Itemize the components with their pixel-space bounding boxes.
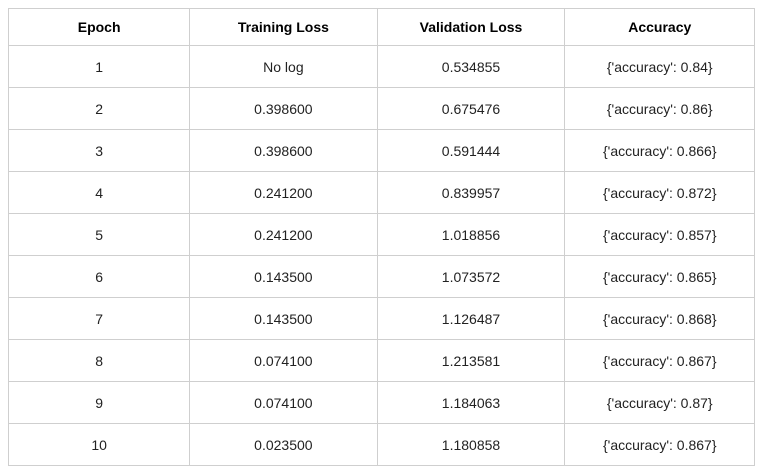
epoch-cell: 2 (7, 87, 191, 130)
accuracy-cell: {'accuracy': 0.868} (564, 297, 755, 340)
column-header-validation-loss: Validation Loss (376, 8, 566, 46)
validation-loss-cell: 1.018856 (376, 213, 566, 256)
table-row: 2 0.398600 0.675476 {'accuracy': 0.86} (7, 87, 755, 130)
table-row: 3 0.398600 0.591444 {'accuracy': 0.866} (7, 129, 755, 172)
validation-loss-cell: 1.213581 (376, 339, 566, 382)
epoch-cell: 8 (7, 339, 191, 382)
validation-loss-cell: 1.184063 (376, 381, 566, 424)
validation-loss-cell: 1.180858 (376, 423, 566, 466)
accuracy-cell: {'accuracy': 0.865} (564, 255, 755, 298)
epoch-cell: 4 (7, 171, 191, 214)
validation-loss-cell: 0.839957 (376, 171, 566, 214)
training-loss-cell: 0.074100 (189, 339, 378, 382)
epoch-cell: 3 (7, 129, 191, 172)
training-loss-cell: 0.241200 (189, 171, 378, 214)
accuracy-cell: {'accuracy': 0.857} (564, 213, 755, 256)
validation-loss-cell: 0.534855 (376, 45, 566, 88)
accuracy-cell: {'accuracy': 0.866} (564, 129, 755, 172)
training-loss-cell: 0.143500 (189, 255, 378, 298)
column-header-accuracy: Accuracy (564, 8, 755, 46)
accuracy-cell: {'accuracy': 0.87} (564, 381, 755, 424)
table-row: 1 No log 0.534855 {'accuracy': 0.84} (7, 45, 755, 88)
accuracy-cell: {'accuracy': 0.872} (564, 171, 755, 214)
epoch-cell: 5 (7, 213, 191, 256)
table-row: 9 0.074100 1.184063 {'accuracy': 0.87} (7, 381, 755, 424)
table-row: 4 0.241200 0.839957 {'accuracy': 0.872} (7, 171, 755, 214)
accuracy-cell: {'accuracy': 0.867} (564, 339, 755, 382)
training-loss-cell: 0.143500 (189, 297, 378, 340)
epoch-cell: 1 (7, 45, 191, 88)
table-row: 10 0.023500 1.180858 {'accuracy': 0.867} (7, 423, 755, 466)
column-header-training-loss: Training Loss (189, 8, 378, 46)
validation-loss-cell: 0.675476 (376, 87, 566, 130)
training-loss-cell: No log (189, 45, 378, 88)
training-loss-cell: 0.241200 (189, 213, 378, 256)
epoch-cell: 7 (7, 297, 191, 340)
table-row: 8 0.074100 1.213581 {'accuracy': 0.867} (7, 339, 755, 382)
column-header-epoch: Epoch (7, 8, 191, 46)
validation-loss-cell: 0.591444 (376, 129, 566, 172)
epoch-cell: 6 (7, 255, 191, 298)
accuracy-cell: {'accuracy': 0.84} (564, 45, 755, 88)
training-loss-cell: 0.074100 (189, 381, 378, 424)
validation-loss-cell: 1.126487 (376, 297, 566, 340)
metrics-table: Epoch Training Loss Validation Loss Accu… (7, 8, 755, 466)
training-loss-cell: 0.398600 (189, 87, 378, 130)
epoch-cell: 10 (7, 423, 191, 466)
training-loss-cell: 0.398600 (189, 129, 378, 172)
accuracy-cell: {'accuracy': 0.86} (564, 87, 755, 130)
training-loss-cell: 0.023500 (189, 423, 378, 466)
training-metrics-table: Epoch Training Loss Validation Loss Accu… (7, 8, 755, 466)
table-header-row: Epoch Training Loss Validation Loss Accu… (7, 8, 755, 46)
table-row: 6 0.143500 1.073572 {'accuracy': 0.865} (7, 255, 755, 298)
table-row: 7 0.143500 1.126487 {'accuracy': 0.868} (7, 297, 755, 340)
accuracy-cell: {'accuracy': 0.867} (564, 423, 755, 466)
validation-loss-cell: 1.073572 (376, 255, 566, 298)
table-row: 5 0.241200 1.018856 {'accuracy': 0.857} (7, 213, 755, 256)
epoch-cell: 9 (7, 381, 191, 424)
